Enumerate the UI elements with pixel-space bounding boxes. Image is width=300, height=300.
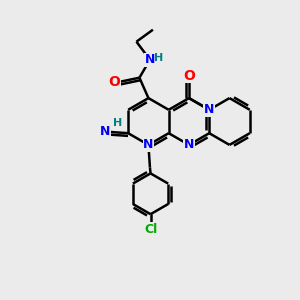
Text: N: N — [145, 53, 155, 66]
Text: N: N — [184, 138, 194, 152]
Text: N: N — [204, 103, 214, 116]
Text: O: O — [183, 69, 195, 82]
Text: H: H — [154, 53, 164, 63]
Text: H: H — [113, 118, 123, 128]
Text: O: O — [108, 75, 120, 89]
Text: Cl: Cl — [144, 223, 157, 236]
Text: N: N — [100, 125, 110, 138]
Text: N: N — [143, 138, 154, 152]
